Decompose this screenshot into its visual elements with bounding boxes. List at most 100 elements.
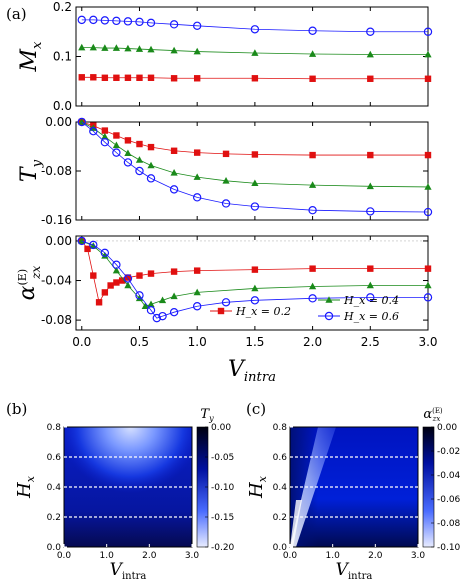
data-point xyxy=(124,149,132,157)
data-point xyxy=(112,16,121,26)
data-point xyxy=(147,161,155,169)
data-point xyxy=(366,50,374,58)
data-point xyxy=(367,265,374,272)
data-point xyxy=(192,21,202,31)
data-point xyxy=(147,270,155,277)
data-point xyxy=(147,74,155,81)
x-tick-label: 2.0 xyxy=(142,551,157,561)
data-point xyxy=(250,202,260,211)
data-point xyxy=(170,75,178,82)
y-tick-label: 0.2 xyxy=(273,513,287,523)
data-point xyxy=(169,20,179,29)
x-tick-label: 0.5 xyxy=(130,335,149,349)
colorbar-tick-label: -0.10 xyxy=(211,483,235,493)
data-point xyxy=(101,251,109,259)
panel-label-2: (c) xyxy=(246,400,266,418)
colorbar-tick-label: -0.20 xyxy=(211,543,235,553)
data-point xyxy=(124,137,132,144)
y-tick-label: 0.0 xyxy=(53,99,72,113)
series-line xyxy=(81,121,428,156)
colorbar-label: α(E) zx xyxy=(423,407,443,423)
series-line xyxy=(81,240,428,319)
data-point xyxy=(193,267,201,274)
y-tick-label: 0.4 xyxy=(47,483,62,493)
data-point xyxy=(90,74,97,81)
y-tick-label: 0.6 xyxy=(47,453,62,463)
colorbar-label-sub: zx xyxy=(432,415,441,423)
colorbar-tick-label: -0.04 xyxy=(437,471,461,481)
data-point xyxy=(366,207,375,216)
x-tick-label: 1.0 xyxy=(100,551,115,561)
data-point xyxy=(100,16,110,25)
data-point xyxy=(251,75,259,82)
x-tick-label: 0.0 xyxy=(283,551,298,561)
colorbar-tick-label: -0.10 xyxy=(437,543,461,553)
y-axis-label-0-main: M xyxy=(17,48,42,72)
data-point xyxy=(424,281,432,289)
y-tick-label: 0.8 xyxy=(273,423,288,433)
heatmap-y-label: Hx xyxy=(246,475,269,499)
x-tick-label: 0.0 xyxy=(72,335,91,349)
y-tick-label: 0.0 xyxy=(47,543,62,553)
y-tick-label: -0.08 xyxy=(41,164,72,178)
subplot-1: 0.00 -0.08 -0.16 Ty xyxy=(17,115,433,227)
legend-marker xyxy=(324,311,334,321)
y-tick-label: 0.00 xyxy=(45,234,72,248)
heatmap-c-bright-core xyxy=(290,500,302,547)
heatmap-y-label-main: H xyxy=(14,482,35,499)
data-point xyxy=(146,306,156,315)
data-point xyxy=(192,302,202,311)
data-point xyxy=(124,281,132,289)
data-point xyxy=(309,151,316,159)
legend-entry: H_x = 0.4 xyxy=(343,294,399,307)
x-tick-label: 2.5 xyxy=(361,335,380,349)
y-axis-label-2-sup: (E) xyxy=(16,269,29,286)
data-point xyxy=(170,169,178,176)
legend-marker xyxy=(325,296,333,303)
data-point xyxy=(78,43,86,51)
x-axis-label: Vintra xyxy=(228,357,276,385)
data-point xyxy=(221,199,231,208)
data-point xyxy=(135,156,144,163)
data-point xyxy=(90,272,97,279)
data-point xyxy=(123,274,133,283)
data-point xyxy=(118,277,126,284)
data-point xyxy=(366,182,374,190)
data-point xyxy=(423,293,433,302)
y-tick-label: 0.2 xyxy=(47,513,61,523)
data-point xyxy=(101,74,109,81)
data-point xyxy=(113,279,120,286)
y-axis-label-1: Ty xyxy=(17,159,45,182)
data-point xyxy=(424,75,432,82)
data-point xyxy=(101,132,109,140)
heatmap-axes: 0.80.60.40.20.00.0 1.0 2.0 3.00.00-0.05-0.1… xyxy=(6,400,461,579)
data-point xyxy=(135,166,144,176)
data-point xyxy=(112,260,121,269)
heatmap-x-label-main: V xyxy=(110,560,124,579)
data-point xyxy=(170,46,178,54)
data-point xyxy=(423,27,433,36)
data-point xyxy=(192,193,202,202)
heatmap-x-label-sub: intra xyxy=(122,571,146,579)
data-point xyxy=(193,288,201,296)
data-point xyxy=(366,281,374,289)
data-point xyxy=(222,150,230,158)
data-point xyxy=(169,307,179,317)
data-point xyxy=(89,126,98,136)
x-tick-label: 3.0 xyxy=(418,335,437,349)
y-tick-label: 0.00 xyxy=(45,115,72,129)
data-point xyxy=(147,300,155,308)
heatmap-x-label: Vintra xyxy=(110,560,147,579)
data-point xyxy=(78,74,85,81)
y-tick-label: 0.2 xyxy=(53,0,72,14)
heatmap-axes-1: 0.8 0.6 0.4 0.2 0.00.0 1.0 2.0 3.0 0.00 -0.05 -0.1… xyxy=(6,400,235,579)
series-line xyxy=(81,19,428,33)
data-point xyxy=(146,174,156,183)
data-point xyxy=(308,294,317,303)
data-point xyxy=(101,289,109,296)
subplot-2: 0.00-0.04-0.08α(E)zxH_x = 0.2H_x = 0.4H_… xyxy=(15,234,433,331)
x-tick-label: 0.0 xyxy=(57,551,72,561)
colorbar-tick-label: -0.06 xyxy=(437,495,461,505)
colorbar-tick-label: -0.15 xyxy=(211,513,234,523)
data-point xyxy=(100,248,110,258)
